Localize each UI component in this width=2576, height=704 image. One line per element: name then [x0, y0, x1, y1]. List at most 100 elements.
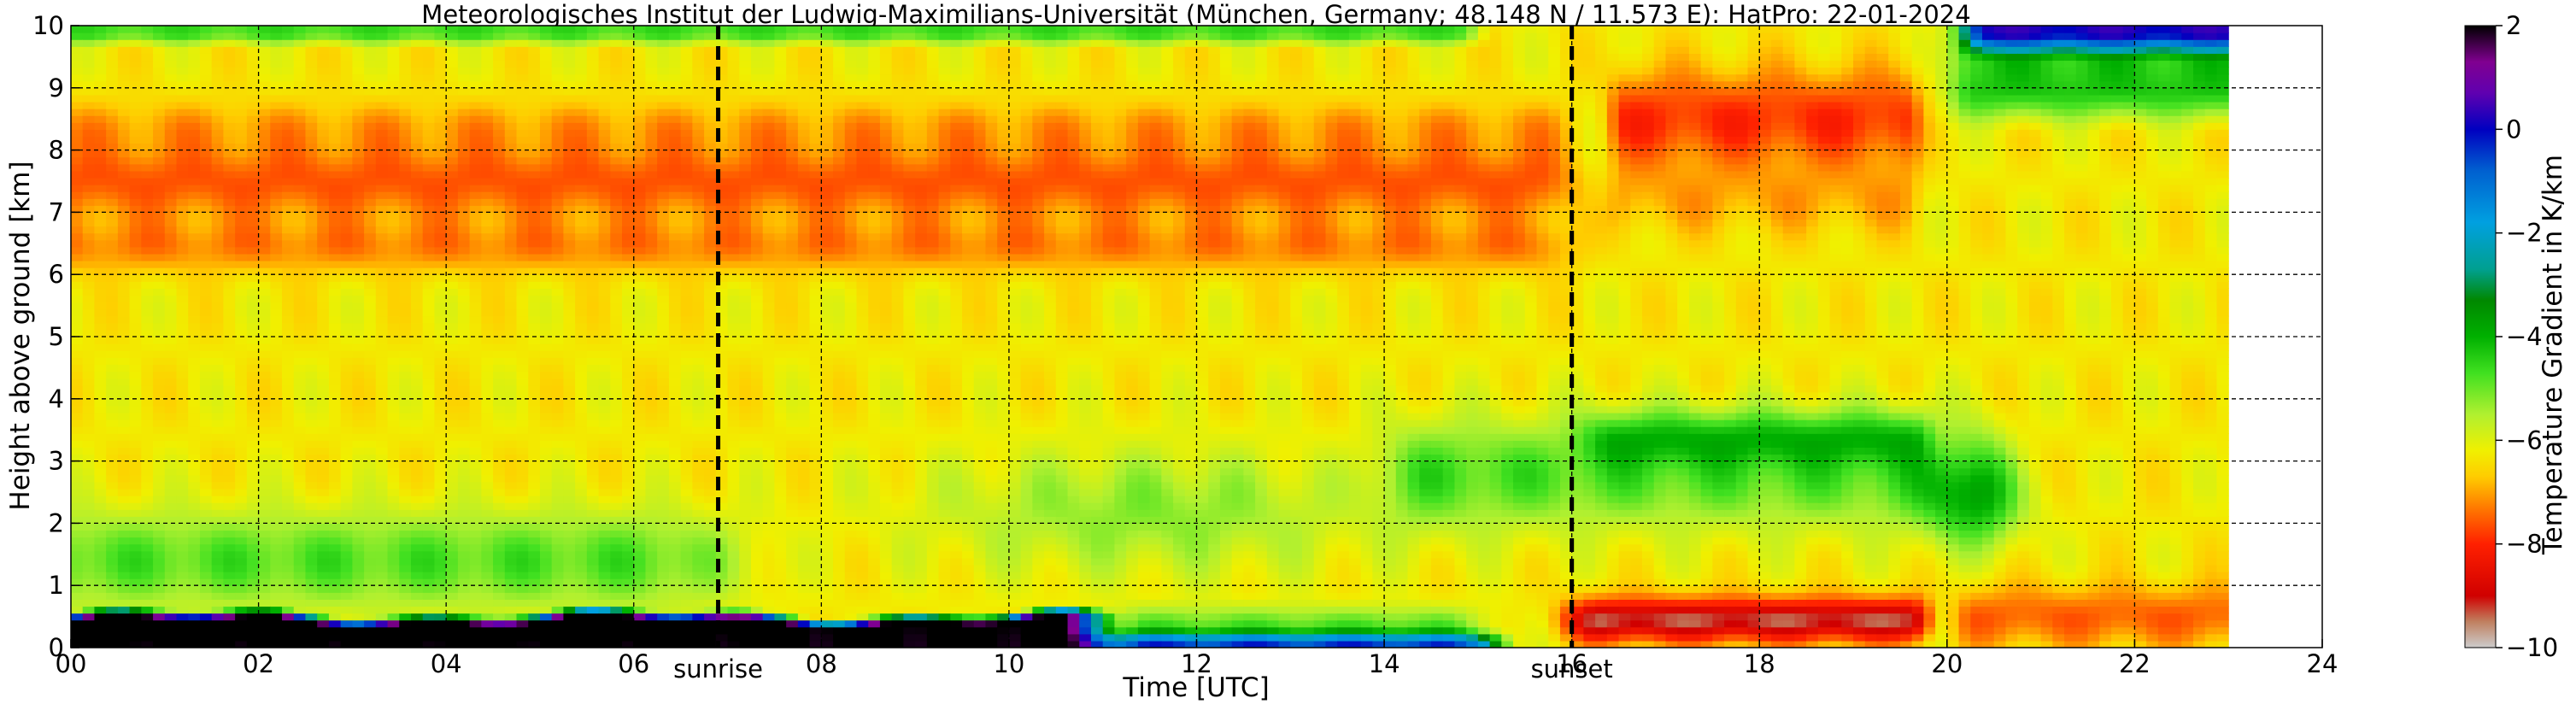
heatmap-cell: [246, 467, 260, 476]
heatmap-cell: [328, 288, 342, 296]
heatmap-cell: [188, 509, 201, 517]
heatmap-cell: [223, 613, 236, 621]
heatmap-cell: [364, 39, 377, 47]
heatmap-cell: [493, 163, 506, 172]
heatmap-cell: [657, 572, 670, 579]
heatmap-cell: [235, 516, 248, 524]
heatmap-cell: [457, 564, 471, 572]
heatmap-cell: [469, 253, 482, 261]
heatmap-cell: [223, 337, 236, 344]
heatmap-cell: [680, 26, 693, 33]
heatmap-cell: [645, 129, 658, 138]
heatmap-cell: [469, 60, 482, 68]
heatmap-cell: [211, 523, 225, 531]
heatmap-cell: [153, 454, 166, 462]
heatmap-cell: [434, 329, 447, 337]
heatmap-cell: [668, 585, 682, 593]
heatmap-cell: [375, 509, 389, 517]
heatmap-cell: [446, 564, 459, 572]
heatmap-cell: [199, 198, 213, 206]
heatmap-cell: [364, 454, 377, 462]
heatmap-cell: [657, 447, 670, 455]
heatmap-cell: [704, 219, 717, 227]
heatmap-cell: [340, 219, 353, 227]
heatmap-cell: [235, 564, 248, 572]
heatmap-cell: [680, 592, 693, 600]
heatmap-cell: [246, 626, 260, 635]
heatmap-cell: [270, 46, 283, 54]
heatmap-cell: [469, 550, 482, 559]
heatmap-cell: [504, 156, 518, 165]
heatmap-cell: [129, 350, 142, 358]
heatmap-cell: [328, 115, 342, 123]
heatmap-cell: [410, 156, 424, 165]
heatmap-cell: [563, 26, 576, 33]
heatmap-cell: [188, 177, 201, 185]
heatmap-cell: [211, 398, 225, 407]
heatmap-cell: [82, 26, 96, 33]
heatmap-cell: [235, 474, 248, 483]
heatmap-cell: [352, 371, 365, 379]
heatmap-cell: [586, 640, 600, 648]
heatmap-cell: [633, 384, 647, 393]
heatmap-cell: [410, 73, 424, 82]
heatmap-cell: [364, 337, 377, 344]
heatmap-cell: [340, 599, 353, 607]
heatmap-cell: [680, 136, 693, 144]
heatmap-cell: [153, 150, 166, 158]
heatmap-cell: [282, 371, 295, 379]
heatmap-cell: [399, 364, 412, 373]
heatmap-cell: [375, 537, 389, 545]
heatmap-cell: [129, 461, 142, 469]
heatmap-cell: [364, 378, 377, 386]
heatmap-cell: [223, 73, 236, 82]
heatmap-cell: [305, 447, 318, 455]
heatmap-cell: [504, 67, 518, 75]
heatmap-cell: [668, 572, 682, 579]
heatmap-cell: [305, 308, 318, 317]
heatmap-cell: [364, 384, 377, 393]
heatmap-cell: [235, 405, 248, 414]
heatmap-cell: [258, 398, 271, 407]
heatmap-cell: [117, 163, 131, 172]
heatmap-cell: [704, 626, 717, 635]
heatmap-cell: [375, 94, 389, 103]
heatmap-cell: [258, 578, 271, 586]
heatmap-cell: [129, 60, 142, 68]
heatmap-cell: [375, 191, 389, 199]
heatmap-cell: [270, 80, 283, 89]
heatmap-cell: [528, 585, 541, 593]
heatmap-cell: [622, 467, 635, 476]
heatmap-cell: [282, 606, 295, 614]
heatmap-cell: [352, 26, 365, 33]
heatmap-cell: [598, 626, 611, 635]
heatmap-cell: [375, 337, 389, 344]
heatmap-cell: [340, 467, 353, 476]
heatmap-cell: [176, 516, 189, 524]
heatmap-cell: [282, 502, 295, 510]
heatmap-cell: [657, 246, 670, 255]
heatmap-cell: [633, 619, 647, 628]
heatmap-cell: [129, 509, 142, 517]
heatmap-cell: [668, 170, 682, 179]
heatmap-cell: [622, 205, 635, 213]
heatmap-cell: [692, 592, 705, 600]
heatmap-cell: [293, 156, 307, 165]
heatmap-cell: [469, 198, 482, 206]
heatmap-cell: [399, 572, 412, 579]
heatmap-cell: [504, 502, 518, 510]
heatmap-cell: [575, 219, 588, 227]
heatmap-cell: [317, 115, 330, 123]
heatmap-cell: [610, 73, 623, 82]
heatmap-cell: [410, 115, 424, 123]
heatmap-cell: [528, 39, 541, 47]
heatmap-cell: [340, 523, 353, 531]
heatmap-cell: [715, 496, 729, 503]
heatmap-cell: [539, 364, 553, 373]
heatmap-cell: [551, 73, 564, 82]
heatmap-cell: [657, 426, 670, 434]
heatmap-cell: [387, 67, 400, 75]
heatmap-cell: [106, 378, 119, 386]
heatmap-cell: [305, 550, 318, 559]
heatmap-cell: [493, 454, 506, 462]
